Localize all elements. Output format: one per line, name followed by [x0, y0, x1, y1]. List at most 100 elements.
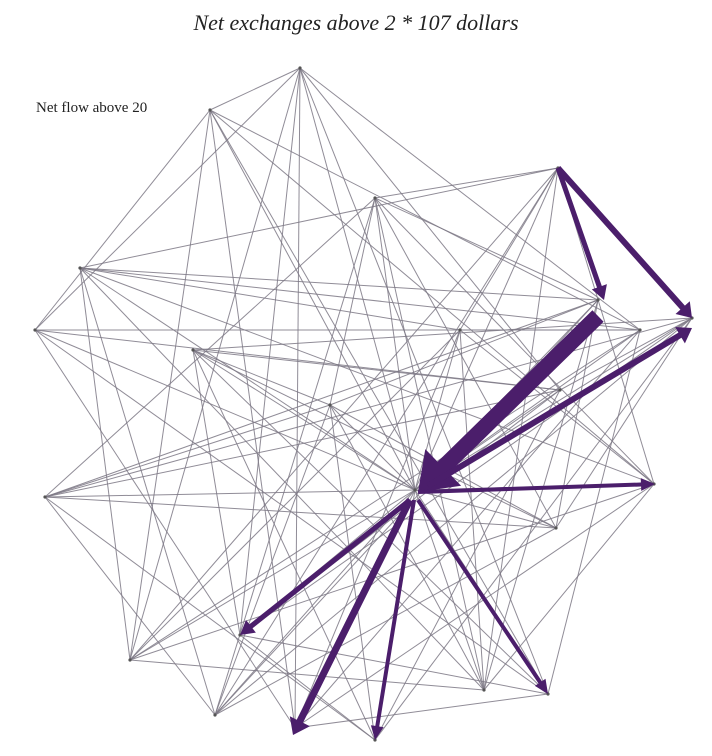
exchange-edge	[329, 197, 376, 406]
exchange-edge	[129, 489, 416, 661]
exchange-edge	[239, 634, 376, 741]
exchange-edge	[79, 267, 485, 691]
exchange-edge	[294, 693, 549, 729]
country-node	[554, 526, 558, 530]
flow-threshold-label: Net flow above 20	[36, 100, 148, 116]
exchange-edge	[374, 197, 416, 491]
exchange-edge	[214, 404, 331, 716]
exchange-edge	[374, 197, 655, 485]
exchange-edge	[44, 496, 376, 741]
country-node	[191, 348, 195, 352]
exchange-edge	[209, 109, 549, 695]
exchange-edge	[192, 317, 693, 351]
exchange-edge	[44, 197, 376, 498]
net-flow-arrow	[240, 498, 412, 635]
exchange-edge	[44, 496, 216, 716]
exchange-edge	[374, 197, 557, 529]
exchange-edge	[44, 317, 693, 498]
country-node	[373, 196, 377, 200]
exchange-edge	[192, 349, 331, 406]
country-node	[458, 328, 462, 332]
exchange-edge	[44, 489, 416, 498]
exchange-edge	[44, 404, 331, 498]
exchange-edge	[299, 67, 641, 331]
net-flow-arrow	[289, 498, 414, 735]
net-flow-arrows	[240, 166, 692, 740]
exchange-edge	[34, 329, 296, 729]
net-flow-arrow	[418, 310, 604, 492]
country-node	[128, 658, 132, 662]
country-node	[78, 266, 82, 270]
exchange-edge	[192, 349, 557, 529]
exchange-edge	[129, 67, 301, 661]
exchange-edge	[79, 267, 655, 485]
exchange-edge	[209, 109, 655, 485]
exchange-edge	[129, 483, 655, 661]
exchange-edge	[44, 299, 599, 498]
exchange-edge	[129, 659, 485, 691]
exchange-edge	[192, 349, 561, 391]
exchange-edge	[329, 404, 376, 741]
exchange-edge	[79, 267, 216, 716]
exchange-edge	[483, 483, 655, 691]
exchange-edge	[414, 167, 559, 491]
exchange-edge	[34, 329, 549, 695]
exchange-edge	[129, 109, 211, 661]
exchange-edge	[414, 489, 485, 691]
exchange-edge	[129, 329, 461, 661]
exchange-edge	[79, 267, 131, 661]
net-flow-arrow	[426, 327, 692, 489]
exchange-edge	[239, 634, 549, 695]
net-flow-arrow	[370, 499, 416, 740]
exchange-edge	[374, 317, 693, 741]
exchange-edges	[33, 66, 694, 742]
net-flow-arrow	[416, 498, 548, 694]
exchange-edge	[214, 317, 693, 716]
exchange-edge	[79, 267, 461, 331]
exchange-edge	[209, 109, 416, 491]
exchange-edge	[79, 267, 641, 331]
country-node	[208, 108, 212, 112]
exchange-edge	[294, 67, 301, 729]
exchange-edge	[459, 329, 485, 691]
exchange-edge	[299, 67, 561, 391]
country-node	[43, 495, 47, 499]
exchange-edge	[214, 489, 416, 716]
exchange-edge	[214, 527, 557, 716]
exchange-edge	[192, 349, 376, 741]
exchange-edge	[547, 329, 641, 695]
exchange-edge	[192, 349, 241, 636]
exchange-edge	[44, 389, 561, 498]
exchange-edge	[209, 67, 301, 111]
exchange-edge	[329, 404, 416, 491]
country-node	[558, 388, 562, 392]
exchange-edge	[555, 317, 693, 529]
exchange-edge	[209, 109, 641, 331]
exchange-edge	[329, 299, 599, 406]
exchange-edge	[34, 329, 416, 491]
country-node	[638, 328, 642, 332]
exchange-edge	[192, 349, 416, 491]
exchange-edge	[374, 167, 559, 199]
country-node	[298, 66, 302, 70]
net-flow-arrow	[555, 166, 692, 318]
exchange-edge	[44, 496, 557, 529]
exchange-edge	[374, 389, 561, 741]
exchange-edge	[294, 483, 655, 729]
country-node	[413, 488, 417, 492]
net-flow-arrow	[417, 478, 655, 494]
exchange-edge	[459, 167, 559, 331]
exchange-edge	[192, 349, 549, 695]
exchange-edge	[374, 197, 485, 691]
exchange-edge	[209, 109, 296, 729]
country-node	[213, 713, 217, 717]
figure-title: Net exchanges above 2 * 107 dollars	[193, 10, 519, 35]
net-flow-arrow	[555, 167, 607, 300]
exchange-edge	[79, 167, 559, 269]
country-node	[33, 328, 37, 332]
exchange-edge	[559, 317, 693, 391]
exchange-edge	[79, 267, 599, 301]
exchange-edge	[34, 109, 211, 331]
